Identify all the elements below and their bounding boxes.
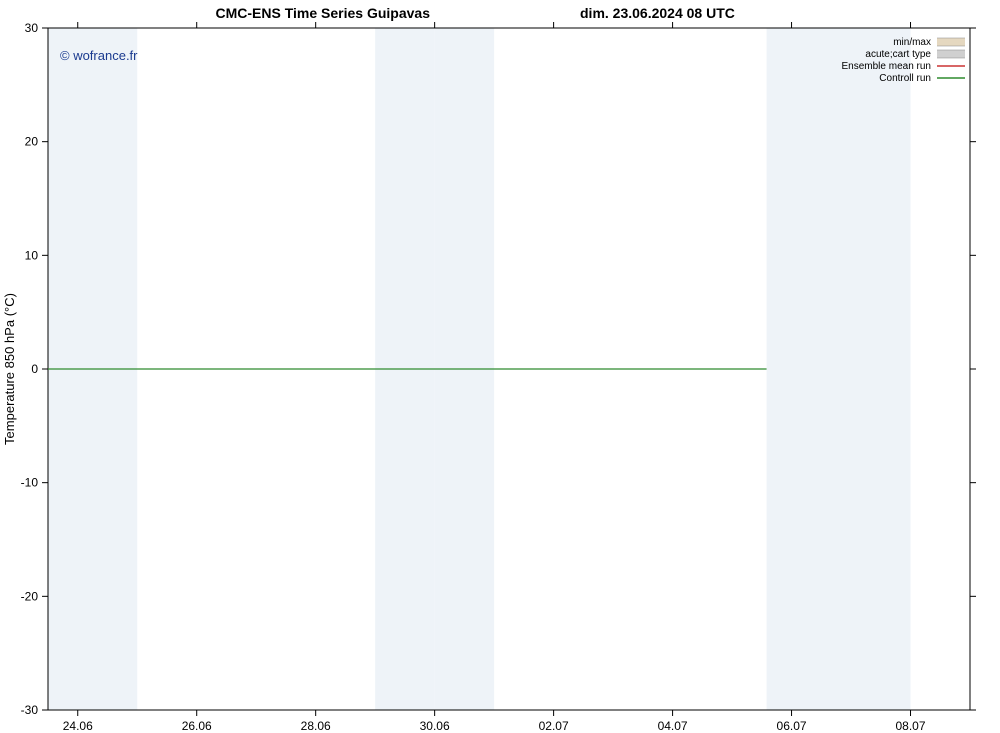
y-tick-label: 30	[25, 21, 39, 35]
watermark-text: © wofrance.fr	[60, 48, 138, 63]
chart-title-left: CMC-ENS Time Series Guipavas	[216, 5, 431, 21]
x-tick-label: 24.06	[63, 719, 93, 733]
y-tick-label: 0	[31, 362, 38, 376]
legend-swatch	[937, 50, 965, 58]
y-tick-label: 10	[25, 248, 39, 262]
background-band	[851, 28, 910, 710]
x-tick-label: 28.06	[301, 719, 331, 733]
x-tick-label: 08.07	[896, 719, 926, 733]
legend-swatch	[937, 38, 965, 46]
x-tick-label: 04.07	[658, 719, 688, 733]
x-tick-label: 06.07	[777, 719, 807, 733]
y-axis-label: Temperature 850 hPa (°C)	[2, 293, 17, 445]
x-tick-label: 30.06	[420, 719, 450, 733]
y-tick-label: -30	[21, 703, 39, 717]
chart-title-right: dim. 23.06.2024 08 UTC	[580, 5, 735, 21]
legend-label: min/max	[893, 37, 931, 48]
x-tick-label: 26.06	[182, 719, 212, 733]
legend-label: Controll run	[879, 73, 931, 84]
x-tick-label: 02.07	[539, 719, 569, 733]
y-tick-label: 20	[25, 135, 39, 149]
legend-label: acute;cart type	[865, 49, 931, 60]
temperature-chart: -30 -20 -10 0 10 20 30 24.06 26.06 28.06 30.06 02.0…	[0, 0, 1000, 733]
background-band	[767, 28, 851, 710]
legend-label: Ensemble mean run	[842, 61, 932, 72]
y-tick-label: -20	[21, 589, 39, 603]
y-tick-label: -10	[21, 476, 39, 490]
